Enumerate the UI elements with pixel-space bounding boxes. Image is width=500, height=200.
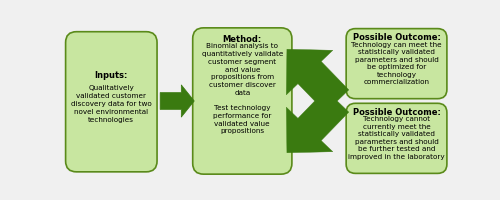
Text: Inputs:: Inputs: [94, 71, 128, 80]
Polygon shape [160, 85, 194, 117]
Text: Technology cannot
currently meet the
statistically validated
parameters and shou: Technology cannot currently meet the sta… [348, 116, 445, 160]
Text: Possible Outcome:: Possible Outcome: [352, 108, 440, 117]
Text: Technology can meet the
statistically validated
parameters and should
be optimiz: Technology can meet the statistically va… [351, 42, 442, 85]
Text: Qualitatively
validated customer
discovery data for two
novel environmental
tech: Qualitatively validated customer discove… [71, 85, 152, 123]
Polygon shape [286, 90, 349, 153]
Polygon shape [286, 49, 349, 112]
Text: Binomial analysis to
quantitatively validate
customer segment
and value
proposit: Binomial analysis to quantitatively vali… [202, 43, 283, 134]
Text: Possible Outcome:: Possible Outcome: [352, 33, 440, 42]
FancyBboxPatch shape [346, 29, 447, 99]
FancyBboxPatch shape [346, 103, 447, 173]
FancyBboxPatch shape [192, 28, 292, 174]
Text: Method:: Method: [222, 35, 262, 44]
FancyBboxPatch shape [66, 32, 157, 172]
